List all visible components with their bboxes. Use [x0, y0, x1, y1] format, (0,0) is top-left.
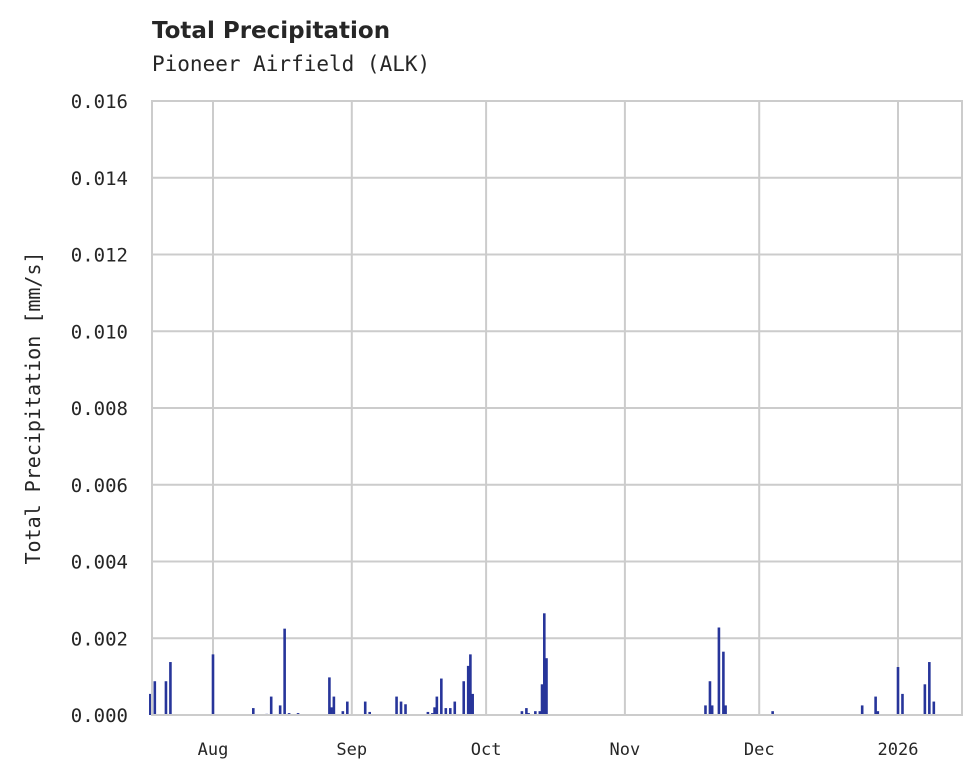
precip-bar: [435, 696, 439, 715]
precip-bar: [269, 696, 273, 715]
precip-bar: [923, 684, 927, 715]
plot-frame: [151, 100, 963, 716]
chart-subtitle: Pioneer Airfield (ALK): [152, 52, 431, 76]
precip-bar: [283, 628, 286, 715]
precip-bar: [363, 701, 367, 715]
x-tick-label: Nov: [610, 740, 641, 760]
precip-bar: [444, 708, 448, 715]
precip-bar: [545, 658, 548, 715]
precip-bar: [251, 708, 255, 715]
precip-bar: [525, 708, 528, 715]
precip-bar: [462, 681, 466, 715]
precip-bar: [860, 705, 864, 715]
precip-bar: [211, 654, 215, 715]
y-tick-label: 0.014: [71, 168, 128, 190]
y-tick-label: 0.004: [71, 552, 128, 574]
x-tick-label: Dec: [744, 740, 775, 760]
precip-bar: [928, 662, 931, 715]
precip-bar: [704, 705, 707, 715]
precip-bar: [469, 654, 472, 715]
y-tick-label: 0.008: [71, 398, 128, 420]
x-tick-label: Oct: [471, 740, 502, 760]
precip-bar: [896, 667, 900, 715]
y-tick-label: 0.002: [71, 628, 128, 650]
precip-bar: [164, 681, 168, 715]
precip-bar: [399, 701, 403, 715]
x-tick-label: Sep: [336, 740, 367, 760]
precip-bar: [932, 701, 936, 715]
chart-title: Total Precipitation: [152, 18, 391, 44]
precip-bar: [341, 711, 345, 715]
precip-bar: [453, 701, 457, 715]
precip-bar: [543, 613, 546, 715]
x-tick-label: Aug: [198, 740, 229, 760]
y-axis-label: Total Precipitation [mm/s]: [21, 251, 45, 564]
y-tick-label: 0.006: [71, 475, 128, 497]
precip-bar: [440, 678, 443, 715]
precip-bar: [901, 693, 904, 715]
precip-bar: [433, 707, 436, 715]
precip-bar: [395, 696, 398, 715]
precip-bar: [368, 711, 371, 715]
y-tick-label: 0.010: [71, 321, 128, 343]
precip-bar: [717, 627, 721, 715]
precip-bar: [149, 693, 152, 715]
bar-series: [149, 613, 936, 716]
precip-bar: [540, 684, 544, 715]
precip-bar: [708, 681, 712, 715]
precip-bar: [153, 681, 157, 715]
precip-bar: [876, 711, 880, 715]
precip-bar: [520, 711, 524, 715]
x-axis-ticks: Aug Sep Oct Nov Dec 2026: [198, 740, 919, 760]
precip-bar: [404, 704, 407, 715]
precip-bar: [722, 651, 725, 715]
precip-bar: [874, 696, 877, 715]
precip-bar: [330, 707, 333, 715]
precip-bar: [346, 701, 349, 715]
precip-bar: [448, 708, 452, 715]
precip-bar: [426, 711, 430, 715]
grid-lines: [152, 100, 962, 716]
precip-bar: [538, 711, 542, 715]
y-tick-label: 0.012: [71, 245, 128, 267]
precip-bar: [724, 705, 727, 715]
precip-bar: [278, 705, 282, 715]
precip-bar: [332, 696, 336, 715]
y-axis-ticks: 0.000 0.002 0.004 0.006 0.008 0.010 0.012 0.014…: [71, 91, 128, 727]
precip-bar: [534, 711, 537, 715]
y-tick-label: 0.016: [71, 91, 128, 113]
precip-bar: [466, 665, 470, 715]
precip-bar: [169, 662, 172, 715]
precip-bar: [328, 677, 331, 715]
y-tick-label: 0.000: [71, 705, 128, 727]
precip-bar: [471, 693, 474, 715]
precip-bar: [710, 705, 714, 715]
x-tick-label: 2026: [878, 740, 919, 760]
precip-bar: [771, 711, 774, 715]
